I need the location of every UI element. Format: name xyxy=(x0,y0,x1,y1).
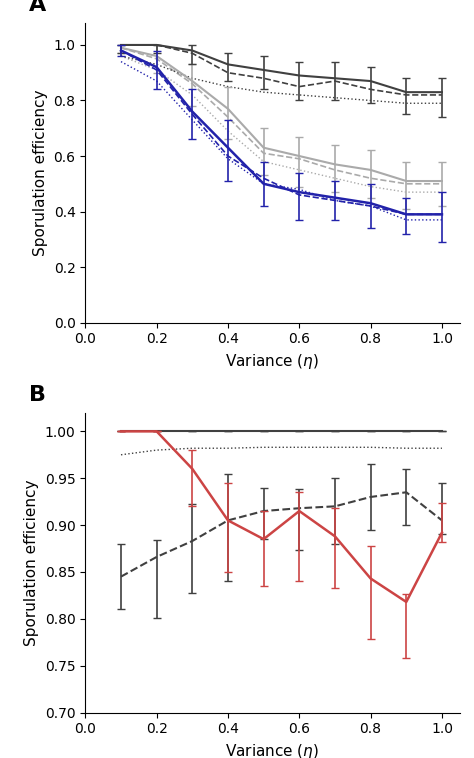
Y-axis label: Sporulation efficiency: Sporulation efficiency xyxy=(24,479,39,646)
Text: A: A xyxy=(29,0,46,14)
Text: B: B xyxy=(29,384,46,405)
X-axis label: Variance ($\eta$): Variance ($\eta$) xyxy=(226,742,319,758)
X-axis label: Variance ($\eta$): Variance ($\eta$) xyxy=(226,352,319,371)
Y-axis label: Sporulation efficiency: Sporulation efficiency xyxy=(33,89,48,256)
